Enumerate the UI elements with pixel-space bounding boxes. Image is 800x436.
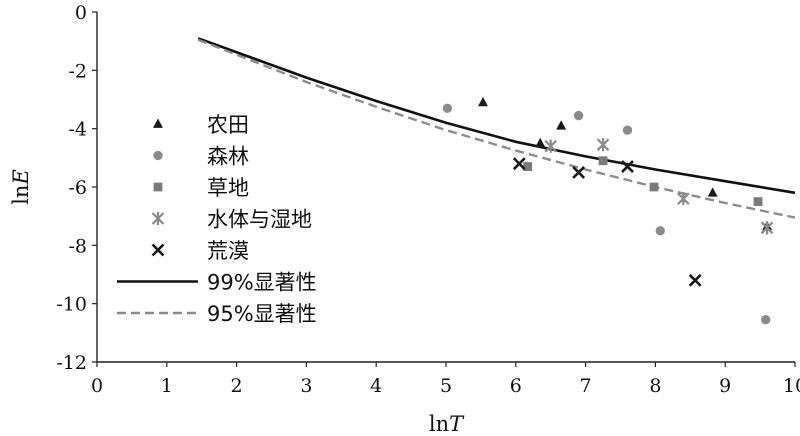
x-tick-label: 7: [580, 375, 592, 397]
x-tick-label: 5: [440, 375, 452, 397]
x-tick-label: 3: [300, 375, 312, 397]
x-tick-label: 1: [161, 375, 173, 397]
x-tick-label: 10: [783, 375, 800, 397]
y-tick-label: -10: [56, 294, 87, 316]
x-tick-label: 8: [649, 375, 661, 397]
point-square: [598, 156, 608, 166]
legend-label: 森林: [207, 145, 249, 169]
point-star: [760, 221, 774, 235]
legend-marker-circle: [153, 150, 163, 161]
legend-marker-star: [151, 211, 165, 226]
x-tick-label: 6: [510, 375, 522, 397]
legend-marker-square: [153, 182, 163, 192]
point-circle: [573, 110, 584, 121]
legend-label: 草地: [207, 176, 249, 200]
y-tick-label: -6: [68, 177, 87, 199]
y-tick-label: -12: [56, 352, 87, 374]
point-x: [512, 157, 526, 171]
x-tick-label: 4: [370, 375, 382, 397]
legend-marker-x: [151, 243, 165, 257]
x-axis-title-var: T: [449, 412, 465, 436]
point-circle: [622, 125, 633, 135]
data-points: [442, 96, 774, 325]
point-x: [621, 160, 634, 174]
legend-label: 水体与湿地: [207, 208, 312, 232]
curve-line-95: [197, 38, 796, 219]
point-x: [688, 273, 702, 287]
y-tick-label: -2: [68, 60, 87, 82]
point-triangle: [707, 187, 718, 197]
legend-label: 荒漠: [207, 239, 249, 263]
point-star: [544, 139, 557, 153]
point-triangle: [478, 96, 488, 107]
significance-curves: [197, 37, 796, 219]
point-circle: [655, 226, 665, 236]
point-triangle: [535, 137, 546, 148]
point-square: [649, 182, 659, 192]
point-square: [523, 162, 533, 171]
legend-label: 95%显著性: [207, 302, 317, 326]
point-triangle: [556, 120, 567, 130]
y-axis-title-var: E: [9, 169, 33, 185]
point-circle: [761, 315, 771, 325]
x-axis-title: lnT: [429, 412, 465, 436]
x-tick-label: 2: [231, 375, 243, 397]
point-circle: [442, 103, 453, 113]
point-square: [753, 197, 763, 206]
point-x: [572, 165, 586, 179]
curve-line-99: [197, 37, 796, 195]
axes: [92, 11, 796, 367]
tick-labels: 0 1 2 3 4 5 6 7 8 9 10 0 -2 -4 -6 -8 -10 -12: [56, 2, 800, 397]
y-tick-label: -4: [68, 119, 87, 141]
point-star: [596, 138, 610, 152]
legend-label: 农田: [207, 113, 249, 137]
x-axis-title-prefix: ln: [429, 412, 449, 436]
y-tick-label: -8: [68, 235, 87, 257]
legend-label: 99%显著性: [207, 271, 317, 295]
legend-marker-triangle: [153, 118, 163, 128]
y-axis-title: lnE: [9, 169, 33, 205]
x-tick-label: 0: [91, 375, 103, 397]
x-tick-label: 9: [719, 375, 731, 397]
y-tick-label: 0: [75, 2, 87, 24]
y-axis-title-prefix: ln: [9, 185, 33, 205]
point-star: [677, 192, 690, 206]
